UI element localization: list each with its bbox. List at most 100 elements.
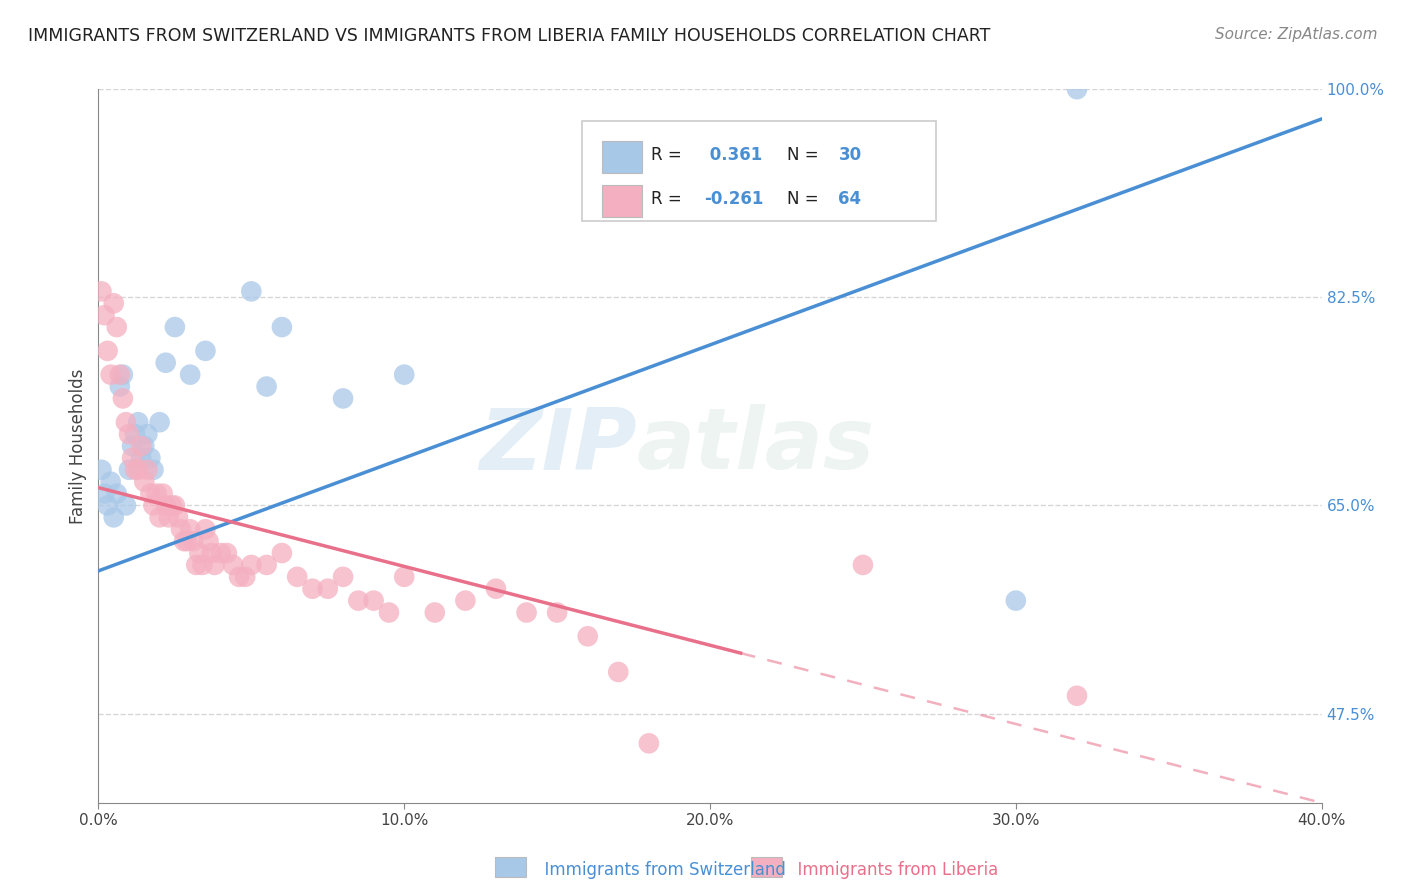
Bar <box>751 857 782 877</box>
Point <box>546 606 568 620</box>
Point <box>576 629 599 643</box>
Point <box>181 534 204 549</box>
Text: 0.361: 0.361 <box>704 146 762 164</box>
Point <box>256 558 278 572</box>
Point <box>179 368 201 382</box>
Point <box>97 499 120 513</box>
Point <box>124 427 146 442</box>
Point <box>121 439 143 453</box>
Point <box>149 510 172 524</box>
Text: 64: 64 <box>838 190 862 208</box>
Point <box>200 546 222 560</box>
Point <box>145 486 167 500</box>
Text: R =: R = <box>651 146 682 164</box>
Point <box>160 499 183 513</box>
Point <box>194 343 217 358</box>
Point <box>105 486 128 500</box>
Text: 30: 30 <box>838 146 862 164</box>
Point <box>155 499 177 513</box>
Point <box>111 368 134 382</box>
Point <box>1004 593 1026 607</box>
Point <box>179 522 201 536</box>
Point <box>1066 689 1088 703</box>
Point <box>100 368 122 382</box>
Point <box>204 558 226 572</box>
Point <box>124 463 146 477</box>
Point <box>167 510 190 524</box>
Point <box>209 546 232 560</box>
Text: atlas: atlas <box>637 404 875 488</box>
Point <box>97 343 120 358</box>
Point <box>1066 82 1088 96</box>
Point <box>115 499 138 513</box>
Point <box>637 736 661 750</box>
Point <box>256 379 278 393</box>
Point <box>270 320 292 334</box>
Point <box>100 475 122 489</box>
Text: N =: N = <box>787 146 818 164</box>
Point <box>163 499 186 513</box>
Text: R =: R = <box>651 190 682 208</box>
Point <box>105 320 128 334</box>
Point <box>170 522 193 536</box>
Point <box>129 450 152 465</box>
Point <box>316 582 339 596</box>
Point <box>90 463 112 477</box>
Point <box>392 570 416 584</box>
Point <box>188 546 211 560</box>
Point <box>197 534 219 549</box>
Point <box>90 285 112 299</box>
Point <box>136 427 159 442</box>
Text: Immigrants from Liberia: Immigrants from Liberia <box>787 861 998 879</box>
Point <box>186 558 208 572</box>
Point <box>852 558 875 572</box>
Text: N =: N = <box>787 190 818 208</box>
Text: Source: ZipAtlas.com: Source: ZipAtlas.com <box>1215 27 1378 42</box>
Text: ZIP: ZIP <box>479 404 637 488</box>
Point <box>454 593 477 607</box>
Point <box>332 392 354 406</box>
Point <box>163 320 186 334</box>
Point <box>285 570 308 584</box>
Point <box>152 486 174 500</box>
Point <box>222 558 245 572</box>
Point <box>516 606 538 620</box>
Point <box>93 308 115 322</box>
Point <box>121 450 143 465</box>
Point <box>127 415 149 429</box>
Point <box>93 486 115 500</box>
FancyBboxPatch shape <box>582 121 936 221</box>
Point <box>215 546 238 560</box>
FancyBboxPatch shape <box>602 185 641 217</box>
Point <box>240 558 263 572</box>
Point <box>134 439 156 453</box>
Point <box>127 463 149 477</box>
Point <box>139 486 162 500</box>
Point <box>157 510 180 524</box>
Point <box>378 606 401 620</box>
Point <box>194 522 217 536</box>
Point <box>142 499 165 513</box>
Point <box>111 392 134 406</box>
Point <box>233 570 256 584</box>
Text: -0.261: -0.261 <box>704 190 763 208</box>
Point <box>301 582 323 596</box>
Point <box>270 546 292 560</box>
Point <box>115 415 138 429</box>
Point <box>118 427 141 442</box>
Point <box>176 534 198 549</box>
FancyBboxPatch shape <box>602 141 641 173</box>
Point <box>191 558 214 572</box>
Point <box>423 606 446 620</box>
Point <box>118 463 141 477</box>
Point <box>149 415 172 429</box>
Point <box>332 570 354 584</box>
Point <box>240 285 263 299</box>
Point <box>173 534 195 549</box>
Bar <box>495 857 526 877</box>
Point <box>136 463 159 477</box>
Point <box>363 593 385 607</box>
Point <box>108 379 131 393</box>
Point <box>392 368 416 382</box>
Point <box>108 368 131 382</box>
